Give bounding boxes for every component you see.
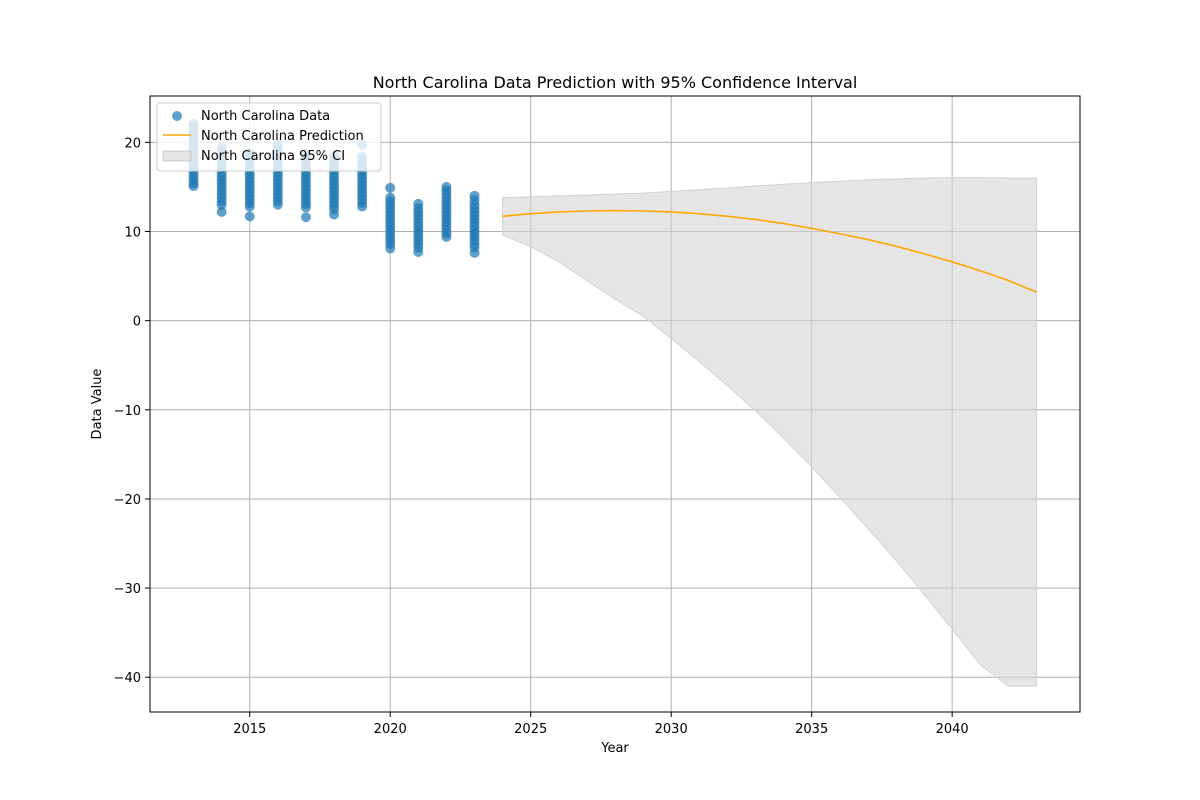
data-point: [244, 211, 255, 222]
confidence-band-layer: [502, 177, 1037, 687]
prediction-line-layer: [502, 209, 1037, 293]
x-tick-label: 2040: [936, 722, 969, 737]
chart-title: North Carolina Data Prediction with 95% …: [373, 73, 858, 92]
x-tick-label: 2030: [655, 722, 688, 737]
x-tick-label: 2035: [795, 722, 828, 737]
x-axis: 2015 2020 2025 2030 2035 2040: [233, 712, 969, 737]
y-tick-label: −40: [114, 671, 141, 686]
x-tick-label: 2020: [374, 722, 407, 737]
y-axis-label: Data Value: [90, 369, 105, 440]
legend-label-ci: North Carolina 95% CI: [201, 149, 345, 164]
data-point: [300, 212, 311, 223]
y-axis: −40 −30 −20 −10 0 10 20: [114, 136, 150, 686]
prediction-line: [502, 209, 1037, 293]
plot-frame: [149, 95, 1081, 713]
x-tick-label: 2025: [514, 722, 547, 737]
legend-box: [156, 102, 382, 172]
x-tick-label: 2015: [233, 722, 266, 737]
y-tick-label: −20: [114, 493, 141, 508]
data-point: [385, 192, 396, 203]
legend-label-prediction: North Carolina Prediction: [201, 129, 364, 144]
legend-marker-data: [172, 111, 182, 121]
y-tick-label: 0: [133, 315, 141, 330]
data-point: [385, 182, 396, 193]
y-tick-label: −30: [114, 582, 141, 597]
data-point: [413, 198, 424, 209]
data-point: [216, 206, 227, 217]
confidence-band: [502, 177, 1037, 687]
legend: North Carolina Data North Carolina Predi…: [156, 102, 382, 172]
data-point: [469, 190, 480, 201]
data-point: [441, 181, 452, 192]
y-tick-label: 20: [124, 136, 141, 151]
y-tick-label: 10: [124, 226, 141, 241]
legend-label-data: North Carolina Data: [201, 109, 330, 124]
x-axis-label: Year: [600, 741, 629, 756]
legend-marker-ci: [162, 150, 192, 162]
y-tick-label: −10: [114, 404, 141, 419]
